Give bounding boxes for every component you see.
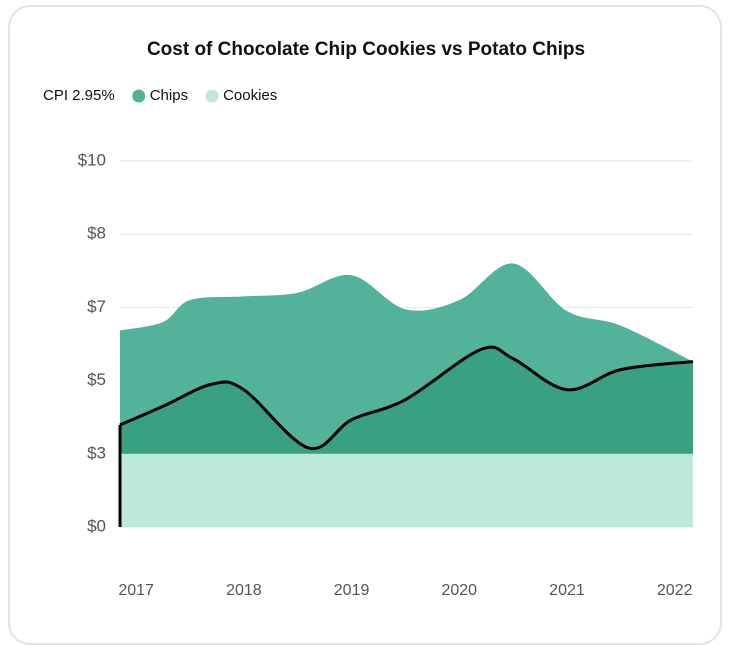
y-tick-label: $7 [87,297,106,316]
chart: Cost of Chocolate Chip Cookies vs Potato… [43,39,694,599]
x-tick-label: 2021 [549,582,585,599]
x-tick-label: 2020 [441,582,477,599]
y-tick-label: $3 [87,443,106,462]
y-tick-label: $5 [87,370,106,389]
x-tick-label: 2018 [226,582,262,599]
area [120,453,693,527]
legend-marker [205,89,219,103]
y-tick-label: $8 [87,224,106,243]
chart-title: Cost of Chocolate Chip Cookies vs Potato… [147,39,585,60]
legend-label: Chips [150,87,188,104]
legend-marker [132,89,146,103]
legend-label: CPI 2.95% [43,87,115,104]
x-tick-label: 2019 [334,582,370,599]
page: {"chart_data": {"type": "area", "title":… [8,5,722,645]
x-tick-label: 2022 [657,582,693,599]
y-tick-label: $10 [78,150,106,169]
line [119,345,694,450]
y-tick-label: $0 [87,516,106,535]
x-tick-label: 2017 [118,582,154,599]
legend-label: Cookies [223,87,277,104]
